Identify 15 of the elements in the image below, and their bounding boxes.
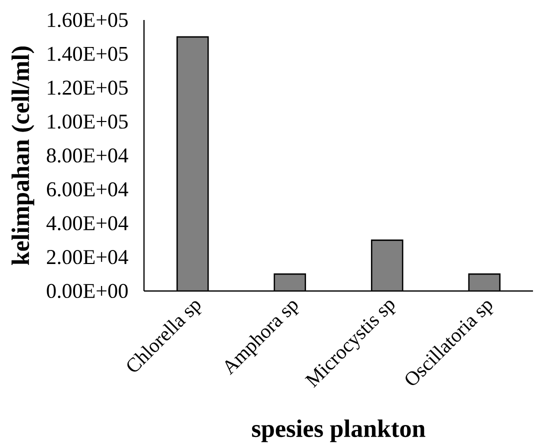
bar: [177, 36, 208, 291]
y-tick-label: 4.00E+04: [46, 216, 128, 230]
bar: [274, 274, 306, 291]
y-tick-label: 1.00E+05: [48, 114, 128, 129]
y-axis-title: kelimpahan (cell/ml): [12, 46, 34, 265]
bar: [468, 273, 501, 291]
x-axis-title: spesies plankton: [252, 420, 426, 442]
y-tick-label: 0.00E+00: [46, 284, 128, 298]
y-tick-label: 1.60E+05: [48, 12, 128, 28]
y-tick-label: 1.20E+05: [48, 80, 128, 95]
y-tick-label: 1.40E+05: [48, 46, 128, 62]
y-tick-label: 2.00E+04: [46, 250, 128, 264]
y-tick-label: 6.00E+04: [46, 182, 128, 197]
y-tick-label: 8.00E+04: [46, 148, 128, 163]
bar: [372, 240, 403, 291]
